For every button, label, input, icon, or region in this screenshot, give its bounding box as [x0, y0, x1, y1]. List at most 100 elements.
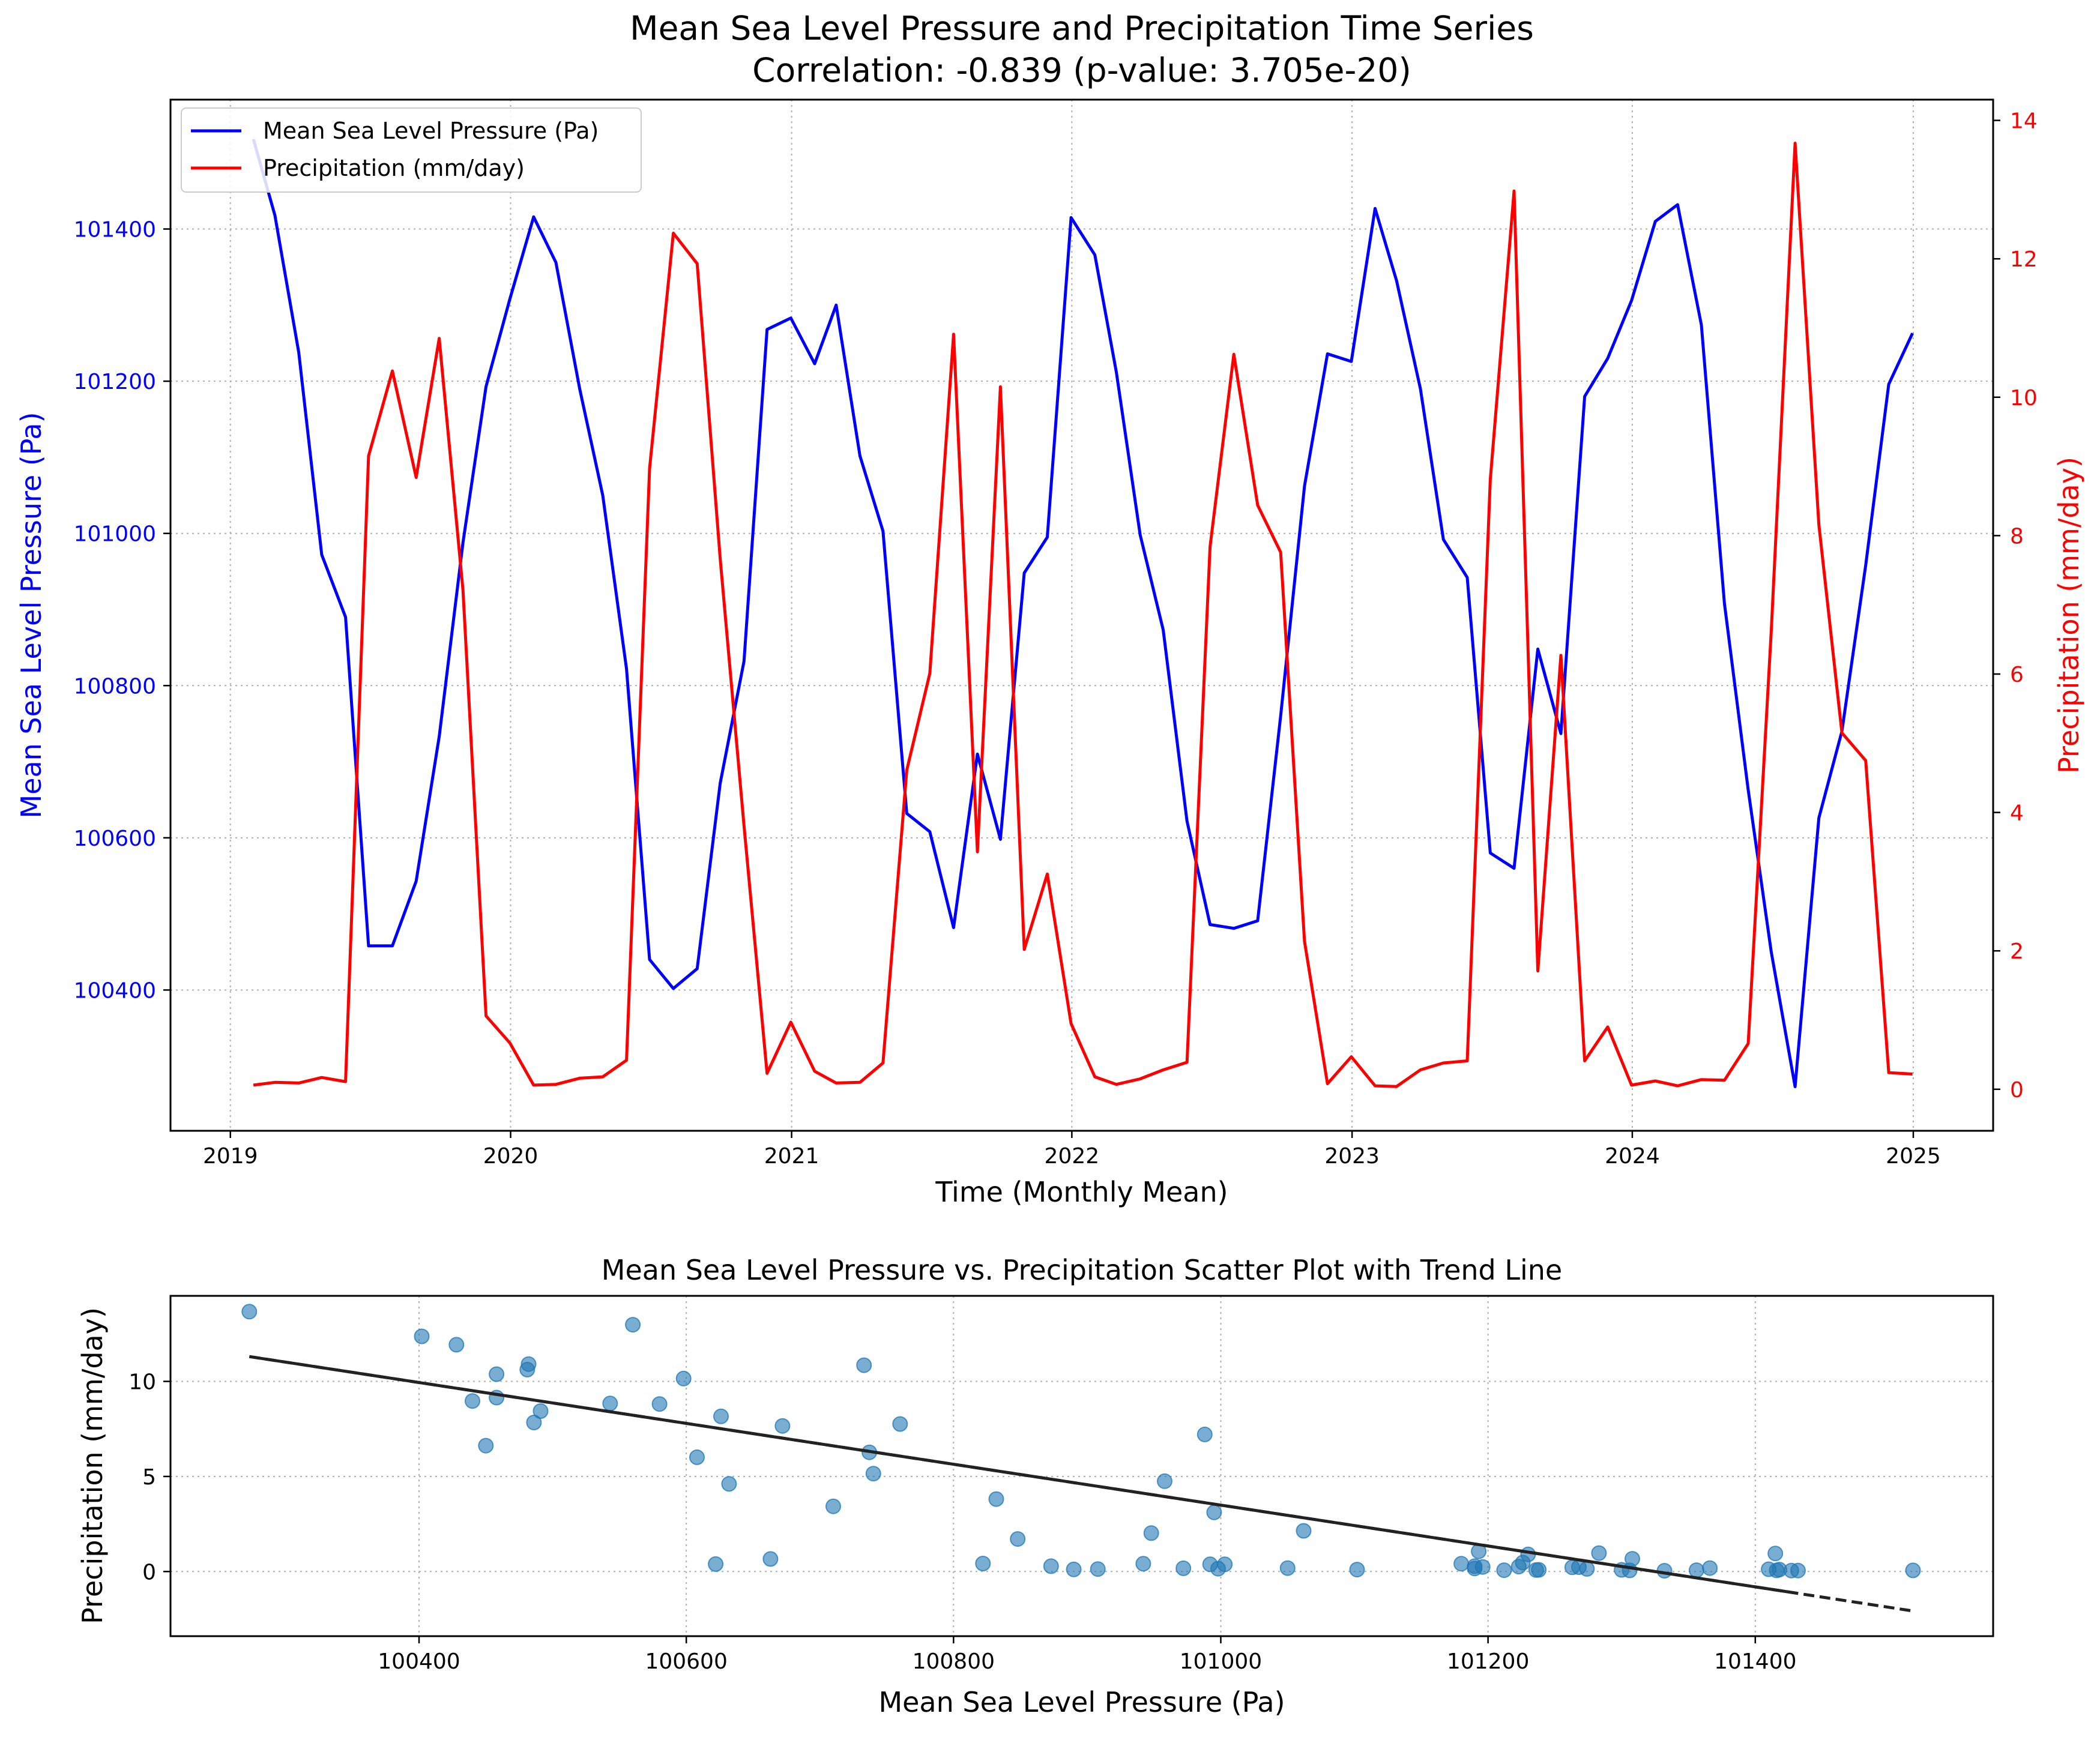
scatter-point — [988, 1491, 1004, 1507]
scatter-point — [825, 1498, 841, 1514]
y-axis-left-ticks: 100400 100600 100800 101000 101200 101400 — [74, 218, 170, 1003]
scatter-point — [625, 1317, 641, 1333]
x-tick-label: 2024 — [1605, 1144, 1660, 1169]
scatter-point — [414, 1328, 430, 1344]
y-right-tick-label: 14 — [2010, 109, 2038, 134]
scatter-points — [241, 1304, 1921, 1579]
scatter-point — [1622, 1562, 1638, 1579]
x-tick-label: 2022 — [1045, 1144, 1100, 1169]
time-series-chart: Mean Sea Level Pressure and Precipitatio… — [15, 9, 2085, 1208]
scatter-point — [708, 1556, 724, 1572]
scatter-point — [533, 1403, 549, 1419]
legend-label-precip: Precipitation (mm/day) — [263, 155, 525, 181]
scatter-point — [1279, 1560, 1296, 1576]
scatter-point — [241, 1304, 258, 1320]
y-right-tick-label: 0 — [2010, 1078, 2024, 1103]
x-tick-label: 2023 — [1324, 1144, 1380, 1169]
scatter-point — [448, 1337, 465, 1353]
scatter-point — [1206, 1504, 1222, 1520]
y-left-tick-label: 100600 — [74, 826, 156, 851]
y-axis-right-ticks: 0 2 4 6 8 10 12 14 — [1993, 109, 2038, 1103]
x-tick-label: 101400 — [1714, 1649, 1796, 1674]
legend-label-pressure: Mean Sea Level Pressure (Pa) — [263, 118, 599, 144]
y-right-tick-label: 2 — [2010, 939, 2024, 964]
scatter-point — [1135, 1556, 1151, 1572]
y-tick-label: 0 — [142, 1560, 156, 1585]
scatter-x-axis-label: Mean Sea Level Pressure (Pa) — [878, 1686, 1285, 1718]
y-axis-ticks: 0 5 10 — [128, 1370, 170, 1585]
y-left-tick-label: 100400 — [74, 978, 156, 1003]
x-tick-label: 101000 — [1180, 1649, 1262, 1674]
y-axis-left-label: Mean Sea Level Pressure (Pa) — [15, 412, 47, 818]
y-right-tick-label: 8 — [2010, 524, 2024, 549]
scatter-point — [1066, 1561, 1082, 1577]
x-axis-ticks: 100400 100600 100800 101000 101200 101400 — [378, 1636, 1797, 1674]
y-right-tick-label: 4 — [2010, 801, 2024, 826]
y-right-tick-label: 10 — [2010, 386, 2038, 411]
scatter-point — [519, 1361, 536, 1377]
scatter-point — [892, 1416, 908, 1432]
scatter-point — [1043, 1558, 1059, 1574]
y-tick-label: 5 — [142, 1465, 156, 1490]
scatter-point — [1196, 1426, 1213, 1442]
scatter-point — [1579, 1561, 1595, 1577]
scatter-point — [1010, 1531, 1026, 1547]
scatter-point — [465, 1393, 480, 1409]
scatter-point — [675, 1370, 692, 1386]
trend-line-solid — [249, 1355, 1799, 1595]
scatter-point — [774, 1418, 791, 1434]
scatter-point — [1157, 1473, 1172, 1489]
x-axis-label: Time (Monthly Mean) — [935, 1176, 1228, 1208]
legend-box — [181, 107, 642, 193]
scatter-y-axis-label: Precipitation (mm/day) — [76, 1307, 109, 1624]
scatter-title: Mean Sea Level Pressure vs. Precipitatio… — [602, 1254, 1562, 1286]
x-tick-label: 100800 — [913, 1649, 995, 1674]
trend-line — [249, 1355, 1913, 1613]
x-tick-label: 2025 — [1886, 1144, 1941, 1169]
precipitation-line — [253, 142, 1913, 1088]
y-left-tick-label: 101000 — [74, 522, 156, 547]
scatter-point — [1702, 1560, 1718, 1576]
scatter-point — [651, 1396, 668, 1412]
scatter-point — [1761, 1561, 1777, 1577]
scatter-point — [489, 1366, 505, 1382]
x-tick-label: 101200 — [1447, 1649, 1529, 1674]
scatter-chart: Mean Sea Level Pressure vs. Precipitatio… — [76, 1254, 1994, 1718]
grid — [170, 1296, 1993, 1636]
plot-frame — [169, 98, 1994, 1132]
scatter-point — [1688, 1562, 1704, 1579]
scatter-point — [1349, 1562, 1365, 1578]
x-tick-label: 100400 — [378, 1649, 460, 1674]
y-right-tick-label: 6 — [2010, 663, 2024, 687]
x-axis-ticks: 2019 2020 2021 2022 2023 2024 2025 — [203, 1131, 1941, 1169]
scatter-point — [1496, 1562, 1512, 1579]
y-left-tick-label: 100800 — [74, 674, 156, 699]
legend: Mean Sea Level Pressure (Pa) Precipitati… — [181, 107, 642, 193]
scatter-point — [1564, 1559, 1580, 1576]
scatter-point — [762, 1551, 779, 1567]
scatter-point — [1905, 1562, 1921, 1579]
scatter-point — [478, 1437, 494, 1454]
y-left-tick-label: 101400 — [74, 218, 156, 242]
scatter-point — [1767, 1546, 1784, 1562]
scatter-point — [1790, 1562, 1806, 1579]
scatter-point — [1528, 1562, 1544, 1578]
x-tick-label: 2020 — [483, 1144, 539, 1169]
scatter-point — [602, 1395, 618, 1412]
scatter-point — [1474, 1559, 1491, 1575]
scatter-point — [1202, 1556, 1218, 1573]
chart-subtitle: Correlation: -0.839 (p-value: 3.705e-20) — [752, 51, 1411, 89]
y-right-tick-label: 12 — [2010, 247, 2038, 272]
scatter-point — [689, 1449, 705, 1465]
scatter-point — [1453, 1556, 1470, 1572]
scatter-point — [721, 1476, 737, 1492]
y-left-tick-label: 101200 — [74, 370, 156, 394]
scatter-point — [1296, 1523, 1312, 1539]
scatter-frame — [169, 1295, 1994, 1637]
x-tick-label: 100600 — [645, 1649, 727, 1674]
scatter-point — [713, 1408, 729, 1424]
grid — [170, 100, 1993, 1131]
scatter-point — [975, 1556, 991, 1571]
chart-title: Mean Sea Level Pressure and Precipitatio… — [630, 9, 1534, 47]
